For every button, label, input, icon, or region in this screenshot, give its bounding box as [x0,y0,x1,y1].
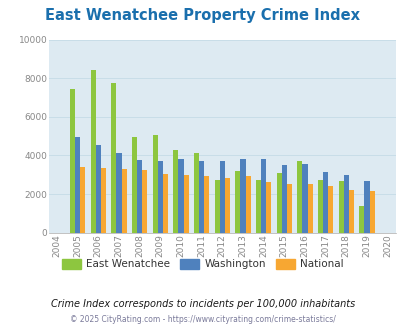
Bar [137,160,142,233]
Bar [369,191,374,233]
Bar [173,149,178,233]
Bar [70,89,75,233]
Bar [255,180,260,233]
Bar [219,161,224,233]
Bar [224,178,230,233]
Bar [116,153,121,233]
Bar [302,164,307,233]
Bar [194,152,198,233]
Bar [322,172,327,233]
Text: © 2025 CityRating.com - https://www.cityrating.com/crime-statistics/: © 2025 CityRating.com - https://www.city… [70,315,335,324]
Bar [162,174,168,233]
Bar [183,175,188,233]
Legend: East Wenatchee, Washington, National: East Wenatchee, Washington, National [58,255,347,274]
Text: East Wenatchee Property Crime Index: East Wenatchee Property Crime Index [45,8,360,23]
Bar [363,181,369,233]
Bar [90,71,96,233]
Bar [132,137,137,233]
Bar [286,184,291,233]
Bar [296,161,302,233]
Bar [142,170,147,233]
Bar [343,175,348,233]
Bar [281,165,286,233]
Bar [327,186,333,233]
Bar [240,159,245,233]
Bar [358,206,363,233]
Bar [111,83,116,233]
Bar [75,137,80,233]
Bar [234,171,240,233]
Bar [178,159,183,233]
Bar [204,176,209,233]
Bar [214,180,219,233]
Bar [121,169,126,233]
Bar [152,135,157,233]
Bar [276,173,281,233]
Bar [157,161,162,233]
Bar [80,167,85,233]
Text: Crime Index corresponds to incidents per 100,000 inhabitants: Crime Index corresponds to incidents per… [51,299,354,309]
Bar [245,176,250,233]
Bar [96,145,101,233]
Bar [317,180,322,233]
Bar [101,168,106,233]
Bar [338,181,343,233]
Bar [307,184,312,233]
Bar [260,159,266,233]
Bar [348,190,353,233]
Bar [266,182,271,233]
Bar [198,161,204,233]
